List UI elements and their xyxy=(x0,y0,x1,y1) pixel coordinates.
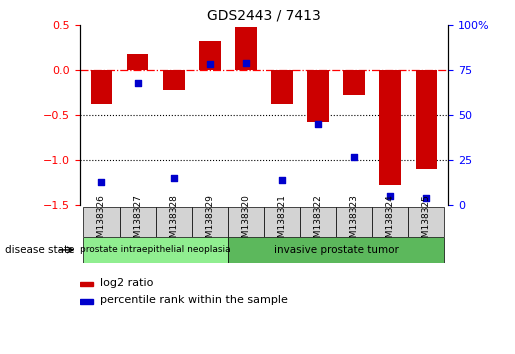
Bar xyxy=(372,207,408,237)
Bar xyxy=(380,70,401,185)
Bar xyxy=(416,70,437,169)
Bar xyxy=(235,27,256,70)
Point xyxy=(278,177,286,183)
Point xyxy=(422,195,431,201)
Text: GSM138322: GSM138322 xyxy=(314,194,322,249)
Bar xyxy=(156,207,192,237)
Bar xyxy=(91,70,112,104)
Text: log2 ratio: log2 ratio xyxy=(100,278,153,287)
Text: GSM138327: GSM138327 xyxy=(133,194,142,249)
Text: prostate intraepithelial neoplasia: prostate intraepithelial neoplasia xyxy=(80,245,231,255)
Text: invasive prostate tumor: invasive prostate tumor xyxy=(273,245,399,255)
Text: GSM138323: GSM138323 xyxy=(350,194,358,249)
Bar xyxy=(80,299,93,304)
Bar xyxy=(408,207,444,237)
Point xyxy=(205,62,214,67)
Text: GSM138320: GSM138320 xyxy=(242,194,250,249)
Text: percentile rank within the sample: percentile rank within the sample xyxy=(100,295,288,305)
Point xyxy=(133,80,142,85)
Text: GSM138328: GSM138328 xyxy=(169,194,178,249)
Text: GSM138326: GSM138326 xyxy=(97,194,106,249)
Bar xyxy=(271,70,293,104)
Title: GDS2443 / 7413: GDS2443 / 7413 xyxy=(207,8,321,22)
Point xyxy=(97,179,106,185)
Point xyxy=(242,60,250,65)
Bar xyxy=(264,207,300,237)
Point xyxy=(350,154,358,159)
Text: GSM138321: GSM138321 xyxy=(278,194,286,249)
Bar xyxy=(300,207,336,237)
Text: GSM138325: GSM138325 xyxy=(422,194,431,249)
Text: GSM138329: GSM138329 xyxy=(205,194,214,249)
Bar xyxy=(119,207,156,237)
Point xyxy=(386,193,394,199)
Point xyxy=(169,175,178,181)
Bar xyxy=(83,237,228,263)
Bar xyxy=(83,207,119,237)
Bar xyxy=(80,281,93,286)
Point xyxy=(314,121,322,127)
Bar xyxy=(344,70,365,95)
Bar xyxy=(163,70,184,90)
Bar xyxy=(192,207,228,237)
Bar xyxy=(307,70,329,122)
Bar xyxy=(228,237,444,263)
Bar xyxy=(228,207,264,237)
Bar xyxy=(127,54,148,70)
Bar xyxy=(199,41,220,70)
Text: disease state: disease state xyxy=(5,245,75,255)
Bar xyxy=(336,207,372,237)
Text: GSM138324: GSM138324 xyxy=(386,194,395,249)
